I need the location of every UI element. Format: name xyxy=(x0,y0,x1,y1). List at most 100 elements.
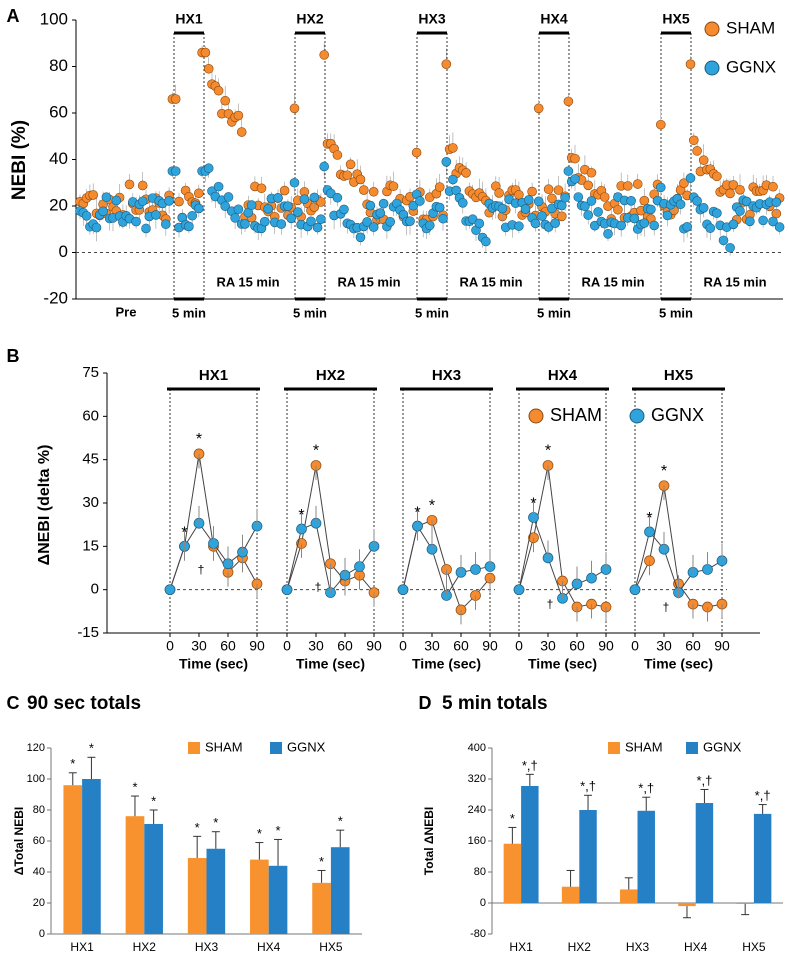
sham-point-a xyxy=(411,147,422,158)
xtick-label-b: 30 xyxy=(191,638,207,654)
ggnx-point-a xyxy=(520,204,531,214)
significance-label: * xyxy=(132,779,137,794)
sham-point-a xyxy=(712,171,722,182)
xtick-label-b: 60 xyxy=(453,638,469,654)
ggnx-point-a xyxy=(692,196,702,206)
panel-label-a: A xyxy=(7,6,20,26)
sham-bar xyxy=(736,903,754,904)
significance-label: *,† xyxy=(638,781,654,796)
sham-point-a xyxy=(586,167,597,178)
sham-point-a xyxy=(174,196,184,207)
ytick-label-b: 75 xyxy=(82,364,99,381)
ggnx-point-a xyxy=(259,216,270,227)
sham-point-a xyxy=(570,153,580,164)
ggnx-point-a xyxy=(448,174,458,185)
sham-bar xyxy=(678,903,696,907)
hx-label-a: HX3 xyxy=(418,11,445,27)
ylabel-c: ΔTotal NEBI xyxy=(12,807,26,875)
xtick-label-b: 30 xyxy=(540,638,556,654)
sham-bar xyxy=(187,858,207,934)
ggnx-point-a xyxy=(273,193,283,203)
sham-point-a xyxy=(639,195,650,206)
xlabel-b: Time (sec) xyxy=(296,656,365,672)
xtick-label-b: 90 xyxy=(366,638,382,654)
sham-point-a xyxy=(256,183,267,194)
significance-label: * xyxy=(275,823,280,838)
category-label: HX1 xyxy=(70,940,94,954)
ggnx-point-a xyxy=(550,218,561,228)
ytick-label: 0 xyxy=(39,928,45,940)
xtick-label-b: 90 xyxy=(482,638,498,654)
ggnx-bar xyxy=(637,810,655,903)
sham-point-a xyxy=(358,185,369,195)
sham-point-a xyxy=(563,96,574,107)
significance-label: *,† xyxy=(696,773,712,788)
ggnx-point-a xyxy=(233,204,244,215)
significance-label: *,† xyxy=(580,779,596,794)
legend-ggnx-swatch-d xyxy=(686,742,698,754)
ggnx-point-a xyxy=(325,188,336,199)
sham-point-a xyxy=(494,188,504,198)
ggnx-point-a xyxy=(718,235,729,246)
ra-label-a: RA 15 min xyxy=(581,274,644,289)
ggnx-point-a xyxy=(629,213,640,224)
ggnx-point-b xyxy=(629,584,641,596)
sham-bar xyxy=(63,785,83,934)
ggnx-point-b xyxy=(397,584,409,596)
ytick-label-a: 40 xyxy=(49,149,68,168)
ggnx-point-a xyxy=(424,220,435,231)
sham-point-a xyxy=(316,197,326,207)
xlabel-b: Time (sec) xyxy=(644,656,713,672)
xlabel-b: Time (sec) xyxy=(528,656,597,672)
ggnx-point-a xyxy=(580,201,590,212)
ggnx-point-a xyxy=(745,216,755,227)
ggnx-point-a xyxy=(365,200,376,211)
ggnx-point-a xyxy=(141,223,151,234)
ytick-label: 80 xyxy=(474,866,486,878)
significance-label: *,† xyxy=(522,758,538,773)
category-label: HX5 xyxy=(319,940,343,954)
xtick-label-b: 60 xyxy=(685,638,701,654)
ggnx-point-a xyxy=(758,215,768,226)
ggnx-point-a xyxy=(593,207,603,217)
sham-point-a xyxy=(599,192,610,202)
ggnx-point-a xyxy=(725,242,735,253)
sham-point-a xyxy=(622,181,633,191)
ggnx-point-a xyxy=(187,210,197,221)
xtick-label-b: 60 xyxy=(220,638,236,654)
min-label-a: 5 min xyxy=(293,305,327,320)
significance-star-b: * xyxy=(646,510,652,527)
significance-star-b: * xyxy=(298,507,304,524)
sham-bar xyxy=(561,886,580,903)
sham-point-a xyxy=(233,110,244,121)
ytick-label: -80 xyxy=(470,928,486,940)
ggnx-point-a xyxy=(316,214,326,224)
sham-point-a xyxy=(583,180,594,191)
ytick-label-a: 100 xyxy=(40,9,68,28)
ytick-label-b: 60 xyxy=(82,407,99,424)
sham-point-a xyxy=(543,184,554,195)
ggnx-point-a xyxy=(170,166,181,176)
significance-label: * xyxy=(213,815,218,830)
ggnx-point-a xyxy=(441,157,452,167)
group-title-b: HX4 xyxy=(548,367,578,384)
ggnx-point-a xyxy=(184,221,194,232)
sham-point-a xyxy=(279,185,290,196)
xtick-label-b: 90 xyxy=(249,638,265,654)
ggnx-point-a xyxy=(537,211,547,221)
ra-label-a: RA 15 min xyxy=(459,274,522,289)
ggnx-point-a xyxy=(563,166,574,176)
ra-label-a: RA 15 min xyxy=(337,274,400,289)
sham-point-a xyxy=(632,179,643,189)
sham-bar xyxy=(312,882,331,934)
ggnx-point-a xyxy=(408,200,419,211)
significance-label: * xyxy=(257,826,262,841)
sham-bar xyxy=(250,859,269,934)
xtick-label-b: 90 xyxy=(714,638,730,654)
sham-point-a xyxy=(355,174,366,185)
ytick-label: 240 xyxy=(468,804,486,816)
ggnx-point-a xyxy=(415,196,425,206)
ggnx-bar xyxy=(579,810,597,903)
legend-sham-label-d: SHAM xyxy=(625,739,663,754)
sham-point-a xyxy=(332,150,343,160)
